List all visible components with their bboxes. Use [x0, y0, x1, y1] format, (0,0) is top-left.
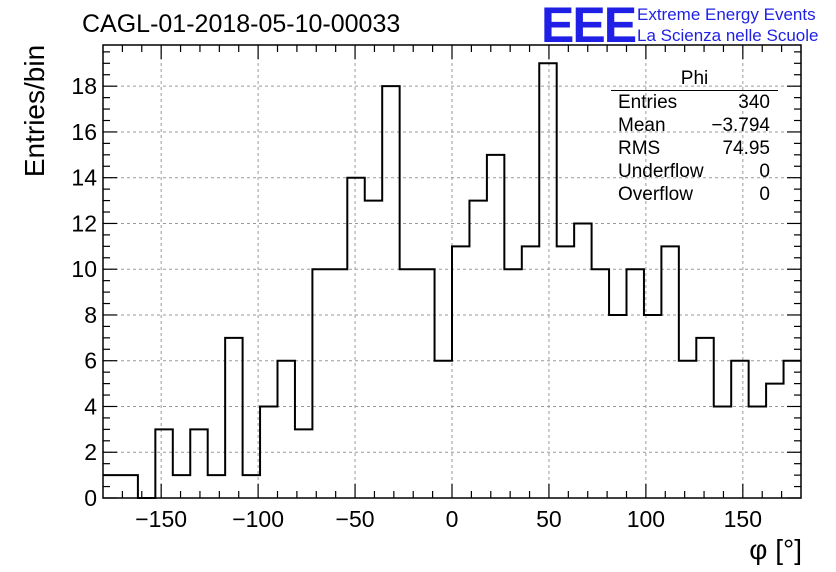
stats-label: RMS — [618, 137, 660, 160]
x-axis-label: φ [°] — [749, 534, 802, 566]
x-tick-label: 100 — [627, 506, 665, 532]
x-tick-label: −50 — [336, 506, 375, 532]
y-tick-label: 8 — [84, 302, 97, 328]
y-tick-label: 10 — [71, 256, 97, 282]
y-tick-label: 6 — [84, 348, 97, 374]
y-tick-label: 2 — [84, 439, 97, 465]
stats-title: Phi — [611, 68, 778, 91]
stats-value: 0 — [759, 183, 770, 206]
y-axis-label: Entries/bin — [19, 45, 51, 177]
stats-row-rms: RMS 74.95 — [611, 137, 778, 160]
x-tick-label: 150 — [724, 506, 762, 532]
x-tick-label: −100 — [232, 506, 284, 532]
stats-value: 340 — [738, 91, 770, 114]
x-tick-label: 50 — [536, 506, 562, 532]
y-tick-label: 18 — [71, 73, 97, 99]
y-tick-label: 0 — [84, 485, 97, 511]
x-tick-label: 0 — [446, 506, 459, 532]
stats-label: Entries — [618, 91, 677, 114]
stats-value: −3.794 — [711, 114, 770, 137]
logo-line-2: La Scienza nelle Scuole — [637, 26, 818, 46]
eee-logo: EEE — [541, 0, 635, 50]
y-tick-label: 14 — [71, 165, 97, 191]
y-tick-label: 12 — [71, 210, 97, 236]
stats-label: Underflow — [618, 160, 704, 183]
stats-row-overflow: Overflow 0 — [611, 183, 778, 206]
stats-value: 74.95 — [722, 137, 770, 160]
stats-label: Overflow — [618, 183, 693, 206]
stats-row-mean: Mean −3.794 — [611, 114, 778, 137]
x-tick-label: −150 — [135, 506, 187, 532]
y-tick-label: 16 — [71, 119, 97, 145]
chart-title: CAGL-01-2018-05-10-00033 — [82, 10, 400, 39]
stats-row-underflow: Underflow 0 — [611, 160, 778, 183]
stats-box: Phi Entries 340 Mean −3.794 RMS 74.95 Un… — [611, 68, 778, 206]
y-tick-label: 4 — [84, 393, 97, 419]
stats-row-entries: Entries 340 — [611, 91, 778, 114]
stats-label: Mean — [618, 114, 666, 137]
logo-line-1: Extreme Energy Events — [637, 5, 816, 25]
stats-value: 0 — [759, 160, 770, 183]
